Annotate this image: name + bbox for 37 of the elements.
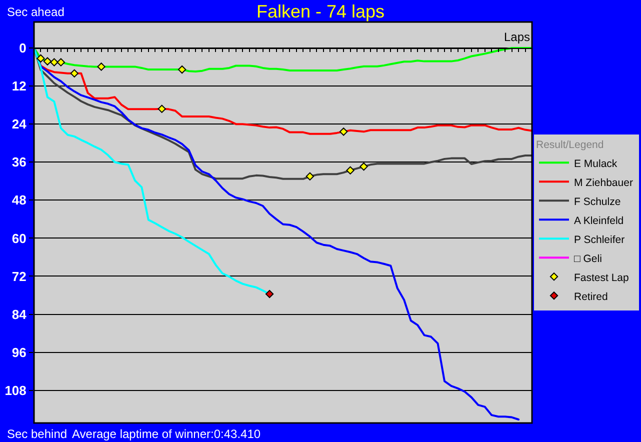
y-tick-label: 72 bbox=[12, 268, 26, 284]
y-tick-label: 48 bbox=[12, 192, 26, 208]
y-tick-label: 24 bbox=[12, 116, 28, 132]
y-axis-title: Sec ahead bbox=[7, 5, 64, 19]
text: Average laptime of winner:0:43.410 bbox=[72, 427, 261, 441]
point bbox=[178, 65, 186, 74]
legend-label: P Schleifer bbox=[574, 234, 626, 246]
y-tick-label: 84 bbox=[12, 306, 28, 322]
legend-label: M Ziehbauer bbox=[574, 176, 634, 189]
y-tick-label: 36 bbox=[12, 154, 26, 170]
y-tick-label: 60 bbox=[12, 230, 26, 246]
legend-label: □ Geli bbox=[574, 252, 602, 265]
chart-title: Falken - 74 laps bbox=[256, 1, 385, 22]
point bbox=[158, 104, 166, 113]
point bbox=[43, 57, 52, 66]
point bbox=[339, 128, 348, 136]
legend-label: E Mulack bbox=[574, 158, 618, 170]
point bbox=[97, 62, 106, 71]
point bbox=[360, 162, 368, 171]
y-tick-label: 108 bbox=[4, 382, 26, 398]
text: Sec behind bbox=[7, 427, 68, 441]
point bbox=[306, 172, 314, 180]
legend-label: A Kleinfeld bbox=[574, 214, 624, 227]
y-tick-label: 12 bbox=[12, 78, 26, 94]
point bbox=[346, 166, 354, 174]
point bbox=[56, 58, 65, 66]
legend-label: F Schulze bbox=[574, 196, 621, 208]
x-axis-title: Laps bbox=[504, 30, 530, 44]
legend-label: Retired bbox=[574, 290, 608, 303]
point bbox=[36, 54, 45, 63]
point bbox=[50, 58, 58, 66]
legend-label: Fastest Lap bbox=[574, 272, 630, 284]
point bbox=[265, 290, 274, 298]
legend-title: Result/Legend bbox=[536, 139, 604, 152]
y-tick-label: 0 bbox=[19, 40, 26, 56]
y-tick-label: 96 bbox=[12, 344, 26, 360]
point bbox=[70, 69, 78, 78]
